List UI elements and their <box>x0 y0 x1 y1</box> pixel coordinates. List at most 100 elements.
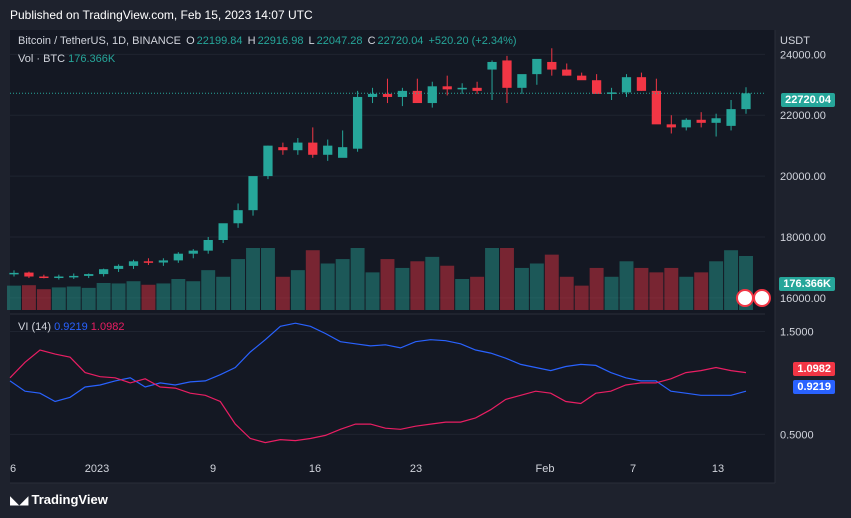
volume-bar <box>589 267 604 310</box>
vi-plus-value: 0.9219 <box>54 321 88 333</box>
volume-bar <box>216 276 231 310</box>
volume-bar <box>36 289 51 310</box>
candle-body <box>532 58 542 75</box>
volume-bar <box>126 281 141 310</box>
change-value: +520.20 (+2.34%) <box>428 35 517 47</box>
volume-bar <box>96 282 111 310</box>
high-label: H <box>247 35 256 47</box>
candle-body <box>113 265 124 269</box>
candle-body <box>502 60 512 88</box>
volume-bar <box>500 248 514 310</box>
volume-bar <box>320 263 335 310</box>
candle-body <box>696 119 706 123</box>
low-value: 22047.28 <box>316 35 363 47</box>
time-tick-label: 13 <box>712 463 724 475</box>
volume-bar <box>679 276 694 310</box>
volume-label: Vol · BTC <box>18 53 66 65</box>
volume-bar <box>634 267 649 310</box>
volume-bar <box>455 279 470 310</box>
candle-body <box>741 93 751 110</box>
candle-body <box>427 86 437 104</box>
candle-body <box>621 77 632 93</box>
low-label: L <box>308 35 315 47</box>
time-tick-label: 7 <box>630 463 636 475</box>
time-tick-label: 6 <box>10 463 16 475</box>
vi-minus-badge: 1.0982 <box>793 362 835 376</box>
candle-body <box>203 240 213 251</box>
volume-legend: Vol · BTC 176.366K <box>18 53 115 65</box>
candle-body <box>591 80 602 94</box>
symbol-title: Bitcoin / TetherUS, 1D, BINANCE <box>18 35 182 47</box>
current-price-badge: 22720.04 <box>781 93 835 107</box>
candle-body <box>218 223 228 240</box>
volume-bar <box>7 285 21 310</box>
candle-body <box>323 145 333 155</box>
volume-bar <box>694 272 709 310</box>
close-value: 22720.04 <box>377 35 424 47</box>
candle-body <box>517 74 527 88</box>
vi-plus-line <box>9 322 747 403</box>
volume-bar <box>395 267 410 310</box>
candle-body <box>24 272 34 277</box>
current-volume-badge: 176.366K <box>779 277 835 291</box>
time-tick-label: 9 <box>210 463 216 475</box>
candle-body <box>577 75 587 81</box>
high-value: 22916.98 <box>257 35 304 47</box>
time-tick-label: 16 <box>309 463 321 475</box>
candle-body <box>457 87 467 90</box>
volume-bar <box>305 250 320 310</box>
volume-bar <box>275 276 290 310</box>
vi-tick-label: 1.5000 <box>780 326 814 338</box>
vi-legend: VI (14) 0.9219 1.0982 <box>18 321 124 333</box>
candle-body <box>128 261 139 266</box>
volume-bar <box>335 259 350 310</box>
candle-body <box>666 124 676 128</box>
volume-bar <box>380 259 395 310</box>
price-tick-label: 24000.00 <box>780 49 826 61</box>
volume-bar <box>649 272 664 310</box>
candle-body <box>54 276 64 279</box>
volume-bar <box>410 261 425 310</box>
volume-bar <box>425 256 440 310</box>
candle-body <box>562 69 572 76</box>
volume-bar <box>440 265 455 310</box>
time-tick-label: Feb <box>536 463 555 475</box>
candle-body <box>442 86 452 90</box>
price-tick-label: 18000.00 <box>780 232 826 244</box>
price-tick-label: 20000.00 <box>780 171 826 183</box>
tv-logo-icon: ◣◢ <box>10 493 29 507</box>
close-label: C <box>367 35 376 47</box>
open-value: 22199.84 <box>196 35 243 47</box>
currency-label: USDT <box>780 35 810 47</box>
open-label: O <box>186 35 195 47</box>
candle-body <box>487 61 497 70</box>
candle-body <box>547 61 557 70</box>
tradingview-logo[interactable]: ◣◢ TradingView <box>10 492 108 507</box>
candle-body <box>173 253 183 261</box>
volume-bar <box>544 254 559 310</box>
price-tick-label: 16000.00 <box>780 293 826 305</box>
brand-name: TradingView <box>31 492 108 507</box>
volume-bar <box>51 287 66 310</box>
candle-body <box>84 274 94 276</box>
candle-body <box>308 142 318 155</box>
candle-body <box>9 272 19 275</box>
vi-plus-badge: 0.9219 <box>793 380 835 394</box>
candle-body <box>233 210 243 224</box>
volume-bar <box>260 248 275 310</box>
chart-area[interactable] <box>10 30 775 483</box>
us-flag-icon <box>736 289 754 307</box>
candle-body <box>472 87 482 91</box>
candle-body <box>39 276 49 279</box>
volume-bar <box>81 287 96 310</box>
candle-body <box>143 261 154 263</box>
candle-body <box>248 176 258 211</box>
volume-bar <box>470 276 485 310</box>
us-flag-icon <box>753 289 771 307</box>
candle-body <box>367 93 378 97</box>
volume-bar <box>529 263 544 310</box>
volume-bar <box>724 250 739 310</box>
volume-bar <box>604 276 619 310</box>
volume-bar <box>290 270 305 310</box>
